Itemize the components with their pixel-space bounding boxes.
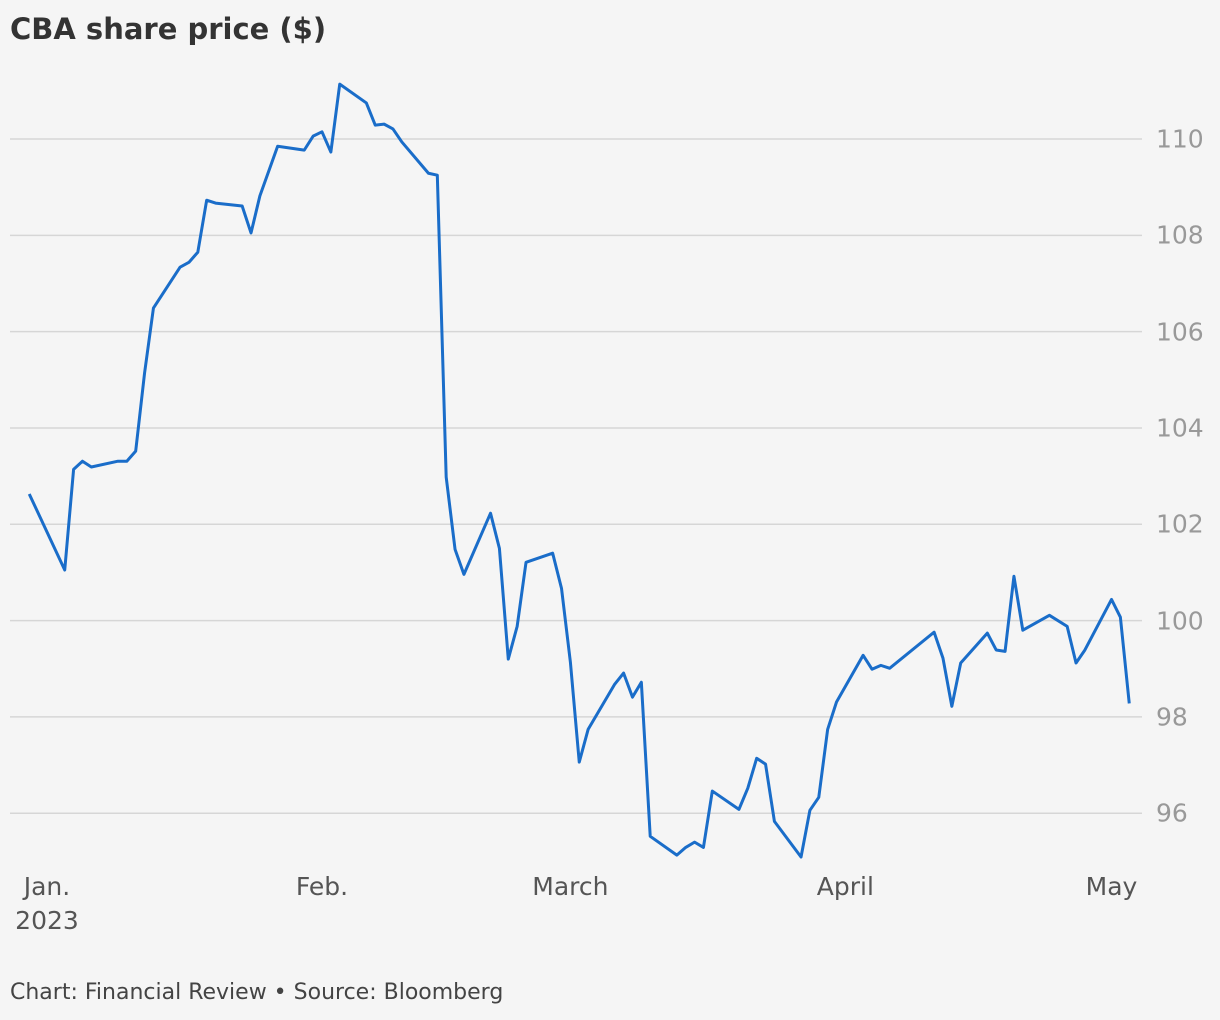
y-tick-label: 98: [1156, 702, 1188, 732]
y-tick-label: 110: [1156, 124, 1204, 154]
y-tick-label: 108: [1156, 220, 1204, 250]
chart-title: CBA share price ($): [10, 12, 327, 46]
x-tick-label: May: [1085, 872, 1138, 901]
x-tick-label: March: [532, 872, 609, 901]
price-line: [27, 82, 1131, 859]
y-tick-label: 100: [1156, 606, 1204, 636]
x-tick-label: Jan. 2023: [15, 872, 79, 935]
source: Chart: Financial Review • Source: Bloomb…: [10, 980, 504, 1005]
y-tick-label: 104: [1156, 413, 1204, 443]
x-tick-label: Feb.: [295, 872, 349, 901]
x-tick-label: April: [816, 872, 874, 901]
y-tick-label: 102: [1156, 509, 1204, 539]
y-tick-label: 106: [1156, 317, 1204, 347]
y-tick-label: 96: [1156, 798, 1188, 828]
